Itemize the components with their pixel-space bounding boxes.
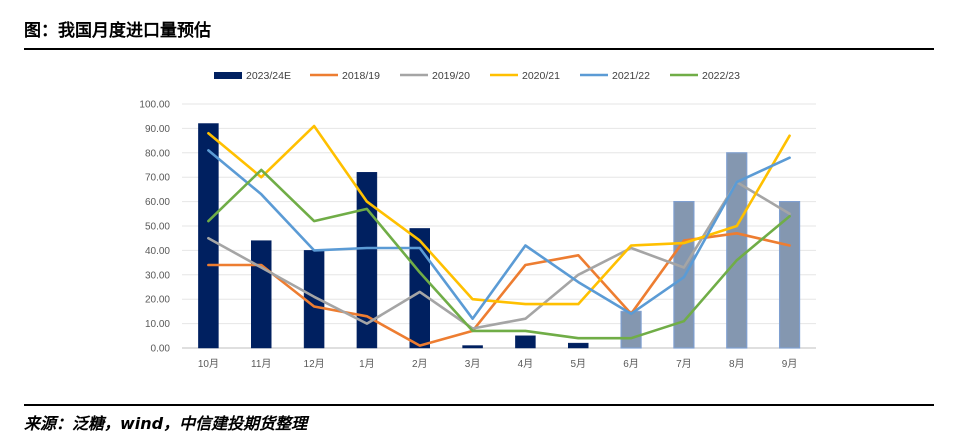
legend-label: 2022/23 bbox=[702, 70, 740, 82]
line-series-2022-23 bbox=[207, 168, 791, 340]
bar-5月 bbox=[568, 342, 589, 349]
legend-label: 2023/24E bbox=[246, 70, 291, 82]
y-tick-label: 50.00 bbox=[145, 222, 170, 233]
figure-title: 图：我国月度进口量预估 bbox=[24, 21, 211, 41]
y-tick-label: 20.00 bbox=[145, 295, 170, 306]
x-tick-label: 6月 bbox=[623, 358, 639, 370]
line-series bbox=[207, 124, 791, 347]
y-tick-label: 90.00 bbox=[145, 124, 170, 135]
y-tick-label: 60.00 bbox=[145, 197, 170, 208]
x-tick-label: 9月 bbox=[782, 358, 798, 370]
x-tick-label: 5月 bbox=[570, 358, 586, 370]
x-tick-label: 10月 bbox=[198, 358, 219, 370]
legend-label: 2021/22 bbox=[612, 70, 650, 82]
x-tick-label: 12月 bbox=[304, 358, 325, 370]
legend-label: 2019/20 bbox=[432, 70, 470, 82]
x-tick-label: 2月 bbox=[412, 358, 428, 370]
line-series-2019-20 bbox=[207, 180, 791, 330]
x-tick-label: 7月 bbox=[676, 358, 692, 370]
bar-3月 bbox=[462, 345, 483, 349]
x-tick-label: 3月 bbox=[465, 358, 481, 370]
x-tick-label: 8月 bbox=[729, 358, 745, 370]
x-tick-label: 11月 bbox=[251, 358, 271, 370]
legend-label: 2018/19 bbox=[342, 70, 380, 82]
legend-swatch bbox=[214, 72, 242, 79]
legend-label: 2020/21 bbox=[522, 70, 560, 82]
y-tick-label: 100.00 bbox=[139, 100, 170, 111]
bottom-rule bbox=[24, 404, 934, 406]
source-note: 来源：泛糖，wind，中信建投期货整理 bbox=[24, 414, 308, 433]
line-series-2021-22 bbox=[207, 149, 791, 321]
x-axis-ticks: 10月 11月 12月 1月 2月 3月 4月 5月 6月 7月 8月 9月 bbox=[198, 358, 798, 370]
y-gridlines bbox=[182, 103, 816, 325]
y-tick-label: 0.00 bbox=[151, 344, 171, 355]
bar-6月 bbox=[620, 310, 642, 349]
bar-2月 bbox=[409, 228, 430, 349]
y-tick-label: 70.00 bbox=[145, 173, 170, 184]
bar-10月 bbox=[198, 123, 219, 349]
bar-11月 bbox=[251, 240, 272, 349]
bar-9月 bbox=[778, 201, 801, 349]
line-series-2020-21 bbox=[207, 124, 791, 306]
y-axis-ticks: 0.00 10.00 20.00 30.00 40.00 50.00 60.00 70.00 8… bbox=[139, 100, 170, 355]
y-tick-label: 40.00 bbox=[145, 246, 170, 257]
bar-4月 bbox=[515, 335, 536, 349]
y-tick-label: 30.00 bbox=[145, 270, 170, 281]
x-tick-label: 1月 bbox=[359, 358, 375, 370]
y-tick-label: 80.00 bbox=[145, 148, 170, 159]
y-tick-label: 10.00 bbox=[145, 319, 170, 330]
legend: 2023/24E 2018/19 2019/20 2020/21 2021/22 2022… bbox=[214, 70, 740, 82]
x-tick-label: 4月 bbox=[518, 358, 534, 370]
top-rule bbox=[24, 48, 934, 50]
